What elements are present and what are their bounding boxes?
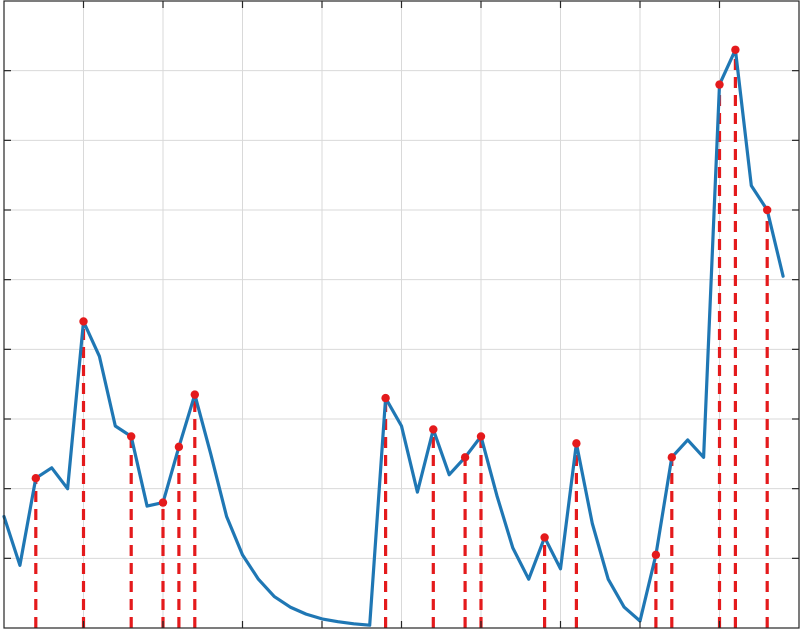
stem-point: [460, 453, 470, 462]
stem-point: [79, 317, 88, 326]
grid: [4, 1, 799, 628]
axes-frame: [3, 0, 800, 629]
stem-point: [31, 474, 40, 483]
stem-point: [476, 432, 486, 441]
stem-point: [540, 533, 549, 542]
stem-point: [190, 390, 199, 399]
stem-points: [31, 45, 772, 560]
stem-point: [651, 550, 661, 560]
stem-point: [731, 45, 740, 54]
stem-point: [763, 205, 772, 215]
stem-point: [572, 439, 581, 448]
series-line: [2, 48, 785, 627]
stem-point: [429, 425, 438, 434]
stem-point: [381, 393, 390, 403]
stem-point: [715, 80, 724, 89]
series-lines: [2, 48, 785, 627]
stem-markers: [34, 49, 769, 628]
stem-point: [174, 442, 184, 452]
plot-frame: [3, 0, 800, 629]
stem-point: [158, 498, 168, 507]
stem-point: [667, 453, 676, 462]
stem-point: [127, 432, 136, 441]
